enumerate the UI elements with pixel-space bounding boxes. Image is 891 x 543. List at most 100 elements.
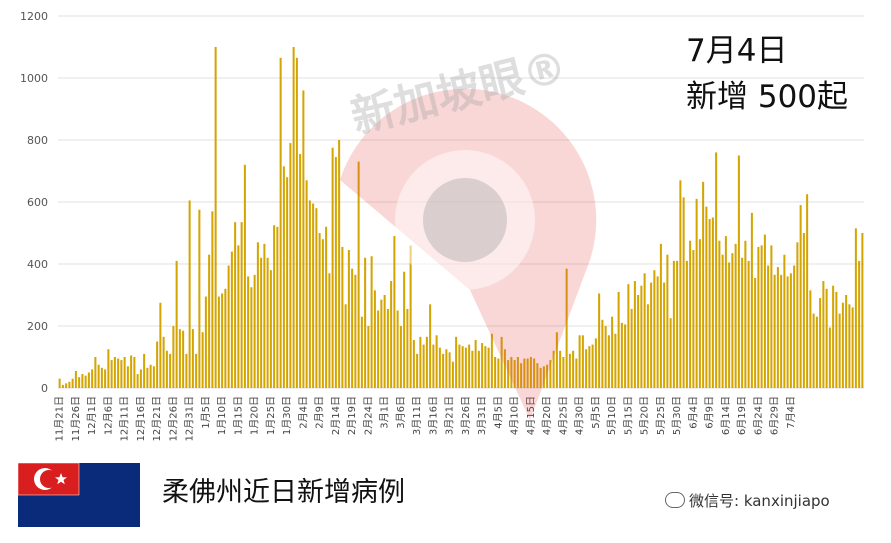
- bar: [377, 310, 380, 388]
- bar: [591, 344, 594, 388]
- bar: [130, 355, 133, 388]
- x-tick-label: 12月11日: [119, 396, 131, 441]
- bar: [799, 205, 802, 388]
- bar: [305, 180, 308, 388]
- bar: [87, 372, 90, 388]
- bar: [666, 254, 669, 388]
- bar: [198, 209, 201, 388]
- bar: [78, 377, 81, 388]
- bar: [851, 307, 854, 388]
- x-axis-tick-labels: 11月21日 11月26日 12月1日 12月6日 12月11日 12月16日 12月21日…: [54, 396, 797, 441]
- bar: [269, 270, 272, 388]
- bar: [188, 200, 191, 388]
- bar: [588, 346, 591, 388]
- bar: [406, 308, 409, 388]
- x-tick-label: 12月16日: [135, 396, 147, 441]
- bar: [61, 384, 64, 388]
- bar: [630, 308, 633, 388]
- bar: [110, 360, 113, 388]
- x-tick-label: 3月6日: [395, 396, 407, 429]
- bar: [828, 327, 831, 388]
- bar: [539, 367, 542, 388]
- bar: [633, 281, 636, 388]
- bar: [815, 316, 818, 388]
- bar: [546, 364, 549, 388]
- bar: [575, 358, 578, 388]
- footer-title: 柔佛州近日新增病例: [162, 477, 405, 508]
- x-tick-label: 12月26日: [167, 396, 179, 441]
- bar: [559, 350, 562, 388]
- bar: [698, 239, 701, 388]
- bar: [432, 344, 435, 388]
- bar: [718, 240, 721, 388]
- bar: [422, 344, 425, 388]
- x-tick-label: 7月4日: [785, 396, 797, 429]
- bar: [126, 366, 129, 388]
- bar: [611, 316, 614, 388]
- bar: [780, 274, 783, 388]
- x-tick-label: 1月15日: [232, 396, 244, 435]
- bar: [617, 291, 620, 388]
- x-tick-label: 5月5日: [590, 396, 602, 429]
- bar: [214, 47, 217, 388]
- bar: [474, 339, 477, 388]
- y-axis-tick-labels: 0 200 400 600 800 1000 1200: [20, 10, 48, 395]
- x-tick-label: 2月19日: [346, 396, 358, 435]
- bar: [793, 265, 796, 388]
- bar: [695, 198, 698, 388]
- bar: [71, 378, 74, 388]
- bar: [302, 90, 305, 389]
- bar: [74, 370, 77, 388]
- bar: [97, 364, 100, 388]
- bar: [295, 57, 298, 388]
- bar: [364, 257, 367, 388]
- bar: [451, 361, 454, 388]
- x-tick-label: 1月10日: [216, 396, 228, 435]
- bar: [419, 336, 422, 388]
- bar: [344, 304, 347, 388]
- bar: [861, 233, 864, 388]
- bar: [139, 369, 142, 388]
- bar: [273, 225, 276, 388]
- x-tick-label: 4月20日: [541, 396, 553, 435]
- bar: [133, 357, 136, 388]
- bar: [832, 285, 835, 388]
- bar: [809, 290, 812, 388]
- x-tick-label: 5月20日: [639, 396, 651, 435]
- bar: [653, 270, 656, 388]
- bar: [776, 267, 779, 388]
- bar: [360, 316, 363, 388]
- bar: [676, 260, 679, 388]
- bar: [682, 197, 685, 388]
- bar: [149, 364, 152, 388]
- bar: [520, 363, 523, 388]
- y-tick-label: 800: [27, 134, 48, 147]
- x-tick-label: 6月24日: [752, 396, 764, 435]
- x-tick-label: 3月31日: [476, 396, 488, 435]
- bar: [292, 47, 295, 388]
- bar: [282, 166, 285, 388]
- y-tick-label: 400: [27, 258, 48, 271]
- bar: [565, 268, 568, 388]
- bar: [289, 143, 292, 388]
- bar: [211, 211, 214, 388]
- bar: [425, 336, 428, 388]
- bar: [172, 326, 175, 388]
- bar: [663, 282, 666, 388]
- bar: [113, 357, 116, 388]
- bar: [347, 250, 350, 388]
- bar: [429, 304, 432, 388]
- y-tick-label: 0: [41, 382, 48, 395]
- x-tick-label: 2月4日: [297, 396, 309, 429]
- bar: [705, 206, 708, 388]
- bar: [747, 260, 750, 388]
- bar: [318, 233, 321, 388]
- bar: [107, 349, 110, 388]
- bar: [594, 338, 597, 388]
- bar: [409, 245, 412, 388]
- bar: [312, 203, 315, 388]
- bar: [195, 353, 198, 388]
- bar: [341, 246, 344, 388]
- bar: [208, 254, 211, 388]
